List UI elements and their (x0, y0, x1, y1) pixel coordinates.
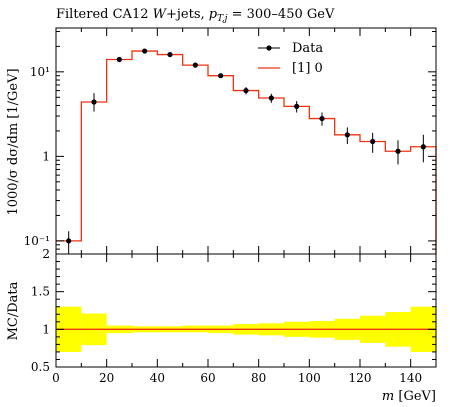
data-points (66, 48, 426, 254)
main-ytick-label: 10⁻¹ (24, 234, 50, 248)
ratio-xtick-label: 140 (399, 371, 422, 385)
main-y-label: 1000/σ dσ/dm [1/GeV] (6, 68, 21, 215)
chart-title: Filtered CA12 W+jets, pT,j = 300–450 GeV (56, 7, 335, 24)
ratio-ytick-label: 1.5 (31, 285, 50, 299)
legend-data-label: Data (292, 41, 323, 56)
ratio-ytick-label: 0.5 (31, 360, 50, 374)
ratio-xtick-label: 0 (52, 371, 60, 385)
data-point (192, 62, 198, 68)
main-x-axis (55, 28, 437, 254)
data-point (91, 99, 97, 105)
mc-histogram (56, 50, 437, 254)
mc-step-line (56, 50, 437, 254)
main-ytick-label: 10¹ (30, 65, 50, 79)
x-axis-label: m [GeV] (382, 389, 436, 404)
ratio-x-axis: 0 20 40 60 80 100 120 140 (52, 254, 437, 385)
data-point (268, 95, 274, 101)
data-point (66, 238, 72, 244)
data-point (344, 132, 350, 138)
ratio-y-axis: 0.5 1 1.5 2 (31, 247, 436, 374)
main-ytick-label: 1 (42, 149, 50, 163)
legend-mc-label: [1] 0 (292, 61, 323, 76)
ratio-xtick-label: 20 (99, 371, 114, 385)
data-point (370, 138, 376, 145)
data-point (420, 144, 426, 150)
data-point (142, 48, 148, 54)
ratio-panel: 0.5 1 1.5 2 0 20 40 60 80 100 120 140 (31, 247, 437, 385)
ratio-y-label: MC/Data (6, 281, 21, 340)
legend-data-marker (266, 45, 272, 51)
data-point (319, 115, 325, 122)
ratio-xtick-label: 120 (349, 371, 372, 385)
ratio-xtick-label: 40 (150, 371, 165, 385)
ratio-frame (55, 253, 437, 368)
ratio-xtick-label: 100 (298, 371, 321, 385)
data-point (395, 148, 401, 154)
main-panel: 10⁻¹ 1 10¹ (24, 27, 437, 255)
data-point (116, 56, 122, 63)
legend: Data [1] 0 (258, 41, 323, 76)
data-point (243, 87, 249, 94)
data-point (167, 51, 173, 58)
ratio-ytick-label: 2 (42, 247, 50, 261)
main-y-axis: 10⁻¹ 1 10¹ (24, 30, 436, 255)
data-point (294, 103, 300, 110)
ratio-xtick-label: 80 (251, 371, 266, 385)
ratio-ytick-label: 1 (42, 322, 50, 336)
ratio-xtick-label: 60 (200, 371, 215, 385)
data-point (218, 73, 224, 79)
